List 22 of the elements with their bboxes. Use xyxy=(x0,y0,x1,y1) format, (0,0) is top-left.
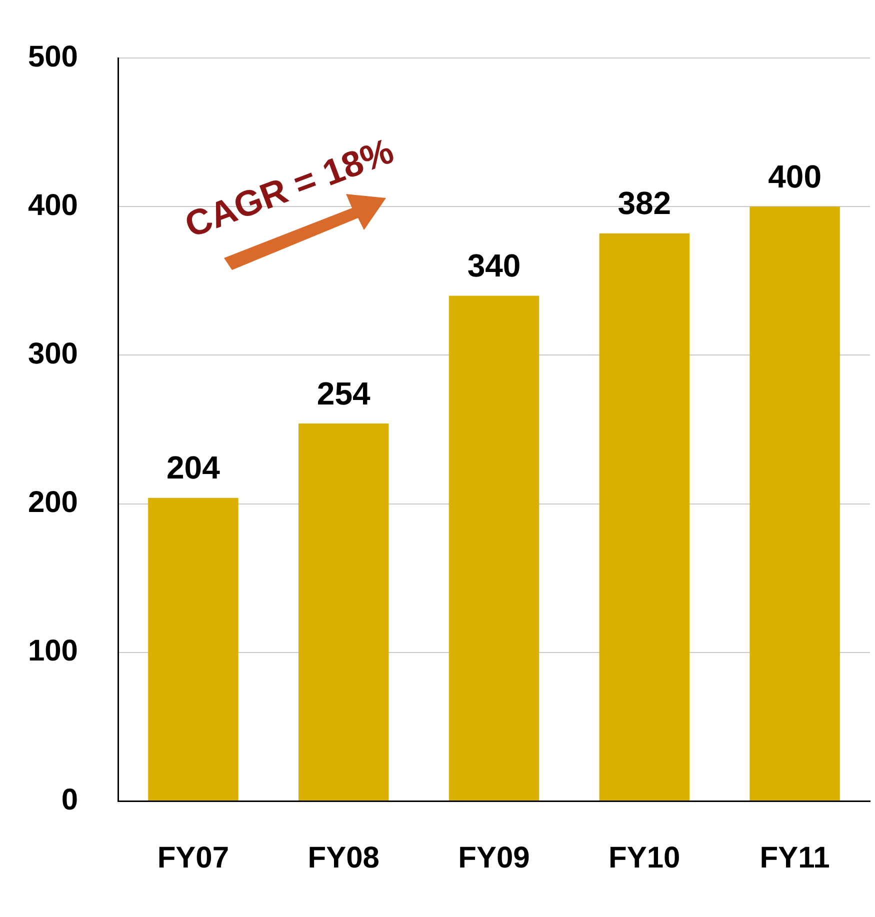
x-tick-label: FY07 xyxy=(157,841,230,874)
y-tick-label: 100 xyxy=(28,634,78,668)
bar xyxy=(599,233,690,800)
bar xyxy=(448,296,540,800)
y-tick-label: 0 xyxy=(61,783,78,816)
data-label: 340 xyxy=(467,248,521,284)
y-tick-label: 400 xyxy=(28,188,78,222)
x-tick-label: FY10 xyxy=(608,841,680,874)
x-tick-label: FY11 xyxy=(760,841,830,874)
x-tick-label: FY09 xyxy=(458,841,530,874)
y-tick-label: 500 xyxy=(28,40,78,74)
data-label: 400 xyxy=(768,158,822,194)
x-tick-label: FY08 xyxy=(308,841,380,874)
y-tick-label: 300 xyxy=(28,337,78,370)
y-tick-label: 200 xyxy=(28,486,78,520)
data-label: 254 xyxy=(316,375,370,412)
bar xyxy=(298,424,389,800)
bar xyxy=(750,206,840,800)
bar xyxy=(148,498,238,800)
annotation: CAGR = 18% xyxy=(179,130,399,246)
data-label: 382 xyxy=(618,185,672,222)
data-label: 204 xyxy=(166,450,220,486)
